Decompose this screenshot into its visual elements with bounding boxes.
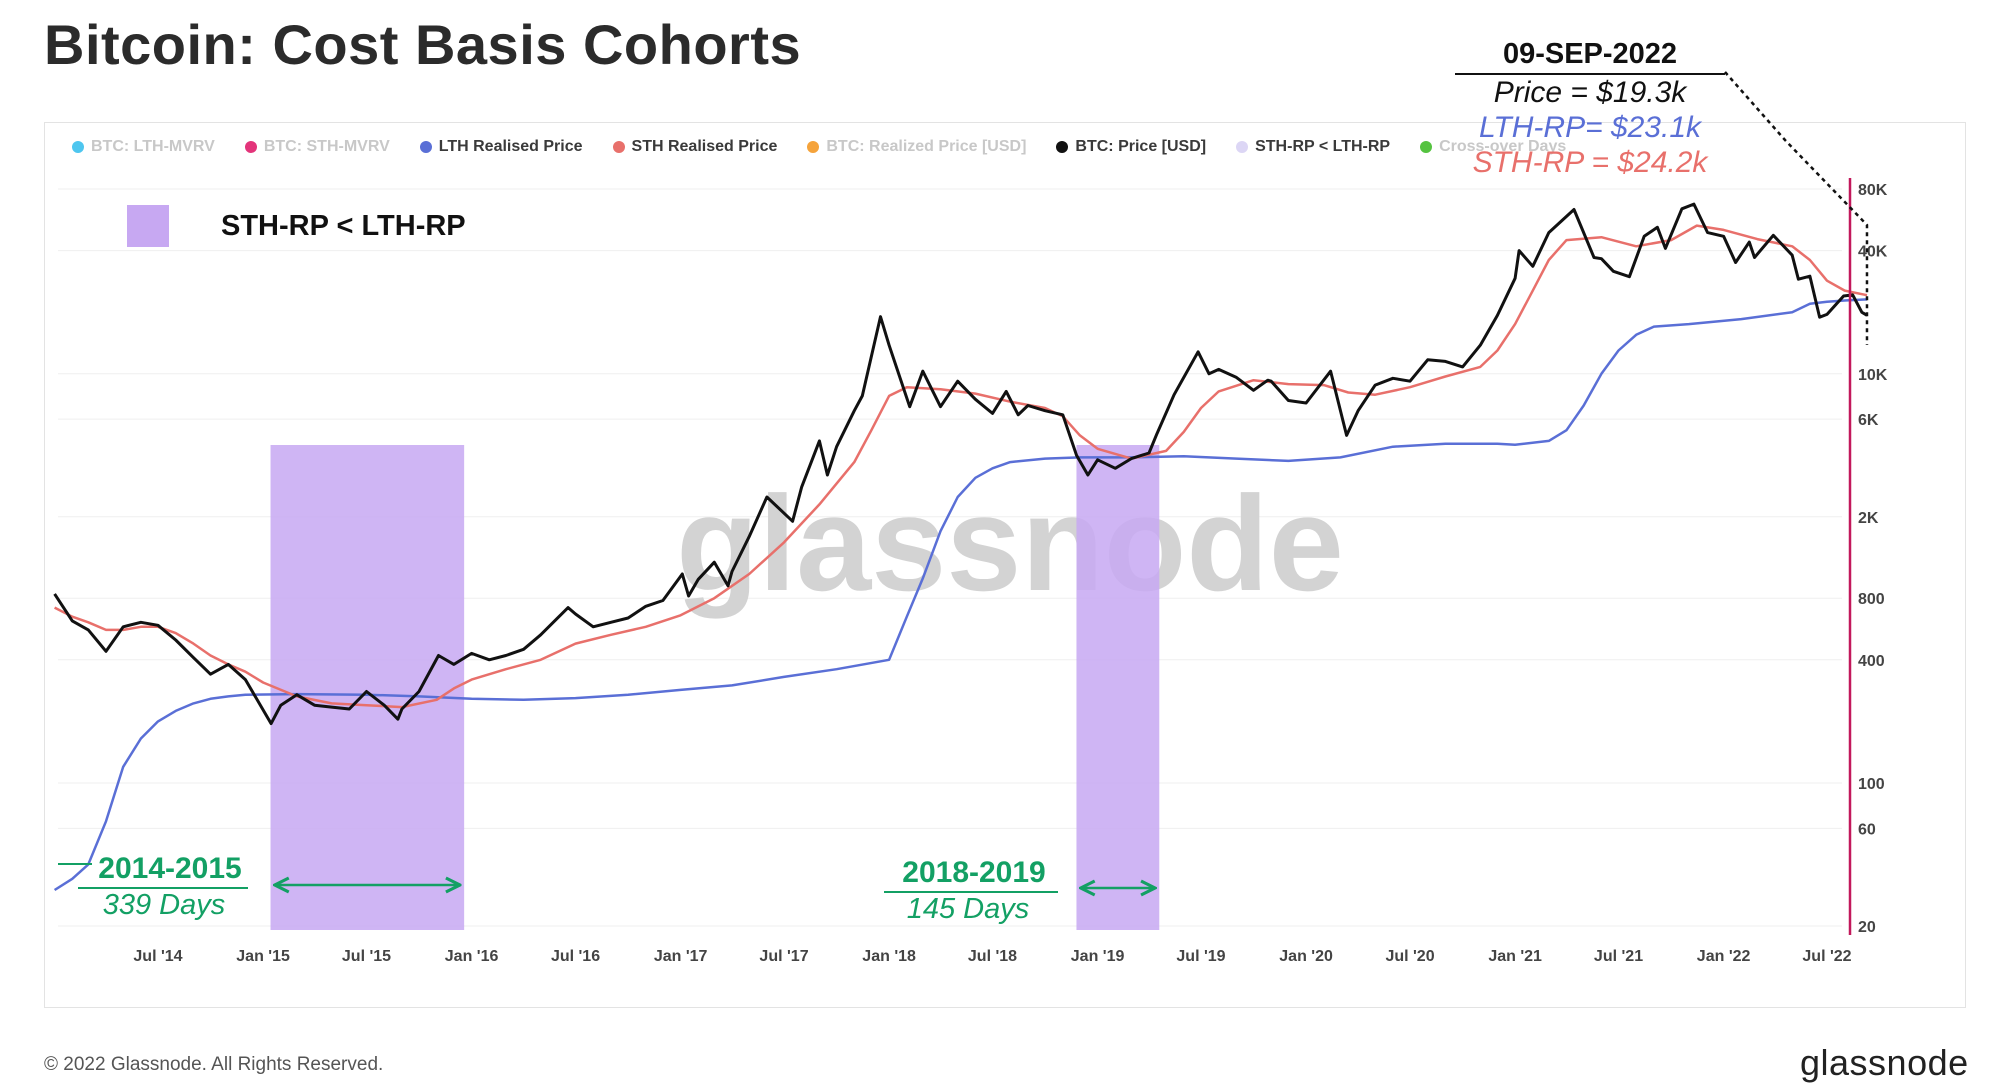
legend-item[interactable]: LTH Realised Price: [419, 138, 583, 156]
x-tick-label: Jul '18: [968, 948, 1017, 965]
x-tick-label: Jul '16: [551, 948, 600, 965]
period-days: 145 Days: [907, 893, 1030, 925]
x-tick-label: Jan '15: [236, 948, 290, 965]
legend-item[interactable]: STH-RP < LTH-RP: [1236, 138, 1390, 156]
y-tick-label: 100: [1858, 776, 1885, 793]
shade-legend-label: STH-RP < LTH-RP: [221, 209, 466, 242]
y-tick-label: 10K: [1858, 367, 1888, 384]
legend-label: STH Realised Price: [631, 138, 778, 155]
callout-price: Price = $19.3k: [1493, 76, 1687, 109]
watermark-text: glassnode: [676, 468, 1344, 619]
shade-legend: STH-RP < LTH-RP: [127, 205, 466, 247]
y-tick-label: 800: [1858, 591, 1885, 608]
callout-date: 09-SEP-2022: [1455, 38, 1725, 75]
legend-dot-icon: [1236, 141, 1249, 153]
y-tick-label: 6K: [1858, 412, 1879, 429]
legend-item[interactable]: BTC: LTH-MVRV: [72, 138, 215, 156]
x-tick-label: Jan '17: [654, 948, 708, 965]
x-tick-label: Jan '22: [1697, 948, 1751, 965]
legend-item[interactable]: BTC: Realized Price [USD]: [807, 138, 1026, 156]
legend-item[interactable]: Cross-over Days: [1420, 138, 1566, 156]
x-tick-label: Jan '20: [1279, 948, 1333, 965]
legend-item[interactable]: BTC: Price [USD]: [1056, 138, 1206, 156]
legend-label: LTH Realised Price: [438, 138, 583, 155]
callout-lth: LTH-RP= $23.1k: [1478, 111, 1702, 144]
legend-dot-icon: [244, 141, 257, 153]
legend-label: BTC: Price [USD]: [1075, 138, 1207, 155]
x-tick-label: Jul '17: [759, 948, 808, 965]
y-tick-label: 40K: [1858, 244, 1888, 261]
y-tick-label: 80K: [1858, 182, 1888, 199]
x-tick-label: Jul '22: [1802, 948, 1851, 965]
series-line-lth-realised-price: [53, 298, 1868, 892]
latest-values-callout: 09-SEP-2022 Price = $19.3k LTH-RP= $23.1…: [1455, 38, 1725, 180]
legend-label: BTC: STH-MVRV: [263, 138, 390, 155]
legend-dot-icon: [419, 141, 432, 153]
series-line-sth-realised-price: [54, 224, 1868, 709]
legend-label: BTC: LTH-MVRV: [91, 138, 215, 155]
callout-sth: STH-RP = $24.2k: [1472, 146, 1708, 179]
brand-logo: glassnode: [1800, 1042, 1969, 1083]
shaded-period: [1076, 445, 1160, 930]
legend-item[interactable]: STH Realised Price: [612, 138, 778, 156]
legend-label: STH-RP < LTH-RP: [1255, 138, 1391, 155]
period-label: 2018-2019: [902, 856, 1045, 889]
copyright-text: © 2022 Glassnode. All Rights Reserved.: [44, 1054, 384, 1075]
x-tick-label: Jan '21: [1488, 948, 1542, 965]
y-tick-label: 60: [1858, 821, 1876, 838]
x-tick-label: Jul '21: [1594, 948, 1643, 965]
legend-item[interactable]: BTC: STH-MVRV: [244, 138, 390, 156]
legend-dot-icon: [807, 141, 820, 153]
y-tick-label: 2K: [1858, 510, 1879, 527]
chart-legend: BTC: LTH-MVRV BTC: STH-MVRV LTH Realised P…: [72, 138, 1566, 156]
period-label: 2014-2015: [98, 852, 241, 885]
legend-dot-icon: [1056, 141, 1069, 153]
shaded-period: [270, 445, 465, 930]
period-days: 339 Days: [103, 889, 226, 921]
legend-dot-icon: [1420, 141, 1433, 153]
x-tick-label: Jan '16: [445, 948, 499, 965]
x-tick-label: Jul '15: [342, 948, 391, 965]
chart-panel: [44, 122, 1966, 1008]
legend-label: BTC: Realized Price [USD]: [826, 138, 1027, 155]
series-line-btc-price-usd: [53, 202, 1868, 726]
shade-legend-swatch: [127, 205, 169, 247]
x-tick-label: Jul '20: [1385, 948, 1434, 965]
legend-dot-icon: [72, 141, 84, 153]
x-tick-label: Jul '14: [133, 948, 182, 965]
x-tick-label: Jul '19: [1176, 948, 1225, 965]
legend-dot-icon: [612, 141, 625, 153]
callout-leader-line: [1724, 71, 1869, 345]
x-tick-label: Jan '18: [862, 948, 916, 965]
y-tick-label: 400: [1858, 653, 1885, 670]
chart-title: Bitcoin: Cost Basis Cohorts: [44, 13, 802, 76]
y-tick-label: 20: [1858, 919, 1876, 936]
legend-label: Cross-over Days: [1439, 138, 1567, 155]
x-tick-label: Jan '19: [1071, 948, 1125, 965]
